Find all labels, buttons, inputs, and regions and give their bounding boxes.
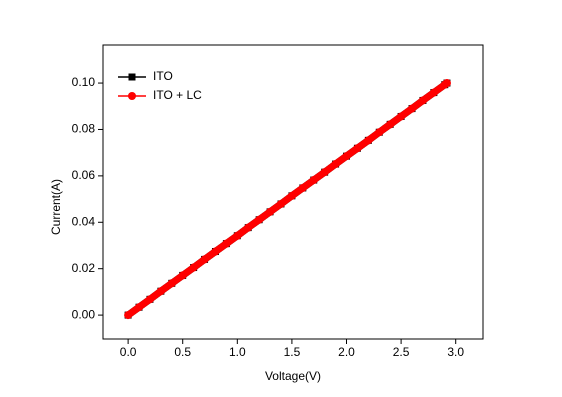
plot-frame [102,44,484,340]
x-tick-label: 1.0 [229,345,246,359]
marker [342,152,351,161]
marker [266,207,275,216]
marker [408,104,417,113]
y-tick-label: 0.10 [72,75,96,89]
marker [222,239,231,248]
marker [233,231,242,240]
marker [418,96,427,105]
marker [353,144,362,153]
x-tick-label: 3.0 [447,345,464,359]
marker [276,199,285,208]
marker [189,263,198,272]
marker [331,160,340,169]
x-tick-label: 2.0 [338,345,355,359]
marker [397,112,406,121]
marker [200,255,209,264]
marker [309,176,318,185]
x-axis-title: Voltage(V) [265,369,321,383]
marker [255,215,264,224]
y-tick-label: 0.02 [72,261,96,275]
y-axis-title: Current(A) [49,179,63,235]
marker [211,247,220,256]
y-tick-label: 0.06 [72,168,96,182]
marker [124,311,133,320]
legend-label: ITO + LC [153,88,202,102]
marker [287,191,296,200]
marker [135,303,144,312]
marker [178,271,187,280]
marker [145,295,154,304]
marker [298,183,307,192]
y-tick-label: 0.04 [72,214,96,228]
x-tick-label: 0.5 [174,345,191,359]
marker [429,88,438,97]
y-tick-label: 0.08 [72,122,96,136]
marker [364,136,373,145]
marker [320,168,329,177]
legend-marker [128,73,136,81]
marker [375,128,384,137]
x-tick-label: 1.5 [284,345,301,359]
x-tick-label: 2.5 [393,345,410,359]
marker [156,287,165,296]
x-tick-label: 0.0 [120,345,137,359]
legend-marker [128,92,136,100]
marker [386,120,395,129]
marker [167,279,176,288]
legend-label: ITO [153,69,173,83]
marker [442,79,451,88]
marker [244,223,253,232]
y-tick-label: 0.00 [72,307,96,321]
